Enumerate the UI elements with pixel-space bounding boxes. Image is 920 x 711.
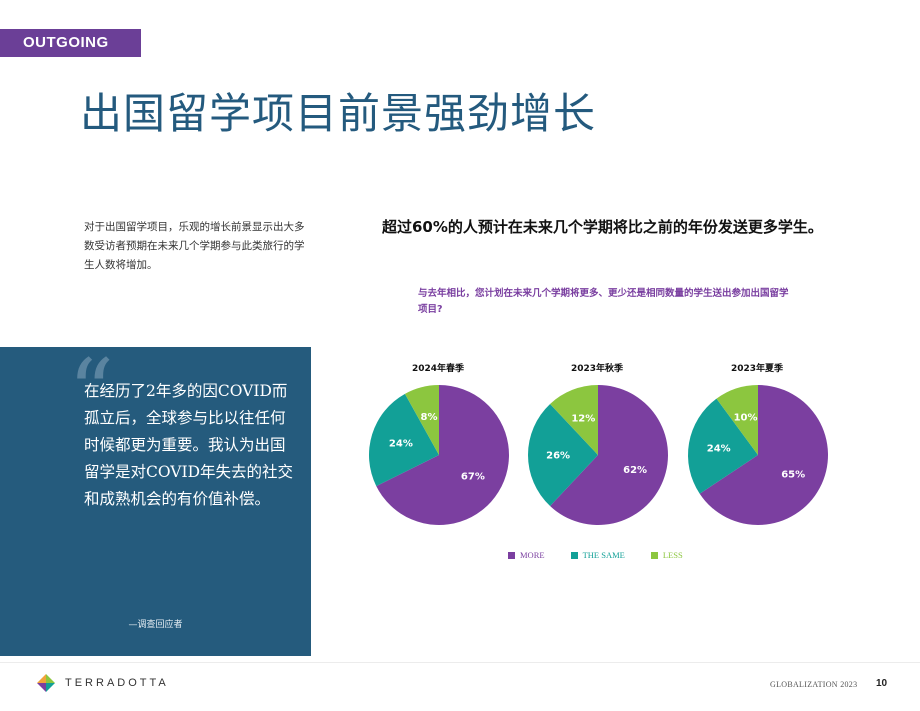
pie-slice-less xyxy=(716,385,758,455)
pie-chart-spring-2024: 67% 24% 8% xyxy=(369,385,510,525)
intro-paragraph: 对于出国留学项目，乐观的增长前景显示出大多数受访者预期在未来几个学期参与此类旅行… xyxy=(84,221,305,271)
legend-swatch-less xyxy=(650,551,658,559)
chart-legend: MORE THE SAME LESS xyxy=(508,550,683,560)
pie-data-label: 67% xyxy=(461,472,485,483)
chart-headline: 超过60%的人预计在未来几个学期将比之前的年份发送更多学生。 xyxy=(382,218,823,236)
legend-swatch-more xyxy=(508,551,515,559)
pie-data-label: 62% xyxy=(623,465,647,476)
legend-item-less: LESS xyxy=(650,550,683,560)
pie-data-label: 26% xyxy=(546,451,570,462)
logo-text: TERRADOTTA xyxy=(65,677,169,689)
page-title: 出国留学项目前景强劲增长 xyxy=(80,89,597,138)
footer-label: GLOBALIZATION 2023 xyxy=(770,680,858,689)
legend-item-more: MORE xyxy=(508,550,545,560)
pie-chart-fall-2023: 62% 26% 12% xyxy=(527,385,668,525)
pie-slice-the-same xyxy=(688,398,758,494)
pie-slice-more xyxy=(376,385,510,525)
legend-label-more: MORE xyxy=(520,550,545,560)
pie-slice-the-same xyxy=(527,403,598,507)
pie-title-summer-2023: 2023年夏季 xyxy=(730,364,784,374)
pie-slice-less xyxy=(550,385,598,455)
footer-divider xyxy=(0,662,920,663)
pie-title-fall-2023: 2023年秋季 xyxy=(570,364,624,374)
pie-data-label: 8% xyxy=(420,412,437,423)
pie-data-label: 24% xyxy=(707,444,731,455)
pie-title-spring-2024: 2024年春季 xyxy=(411,364,465,374)
page-number: 10 xyxy=(876,678,888,689)
terradotta-logo: TERRADOTTA xyxy=(36,673,169,693)
pie-data-label: 24% xyxy=(389,439,413,450)
legend-item-same: THE SAME xyxy=(570,550,625,560)
pie-chart-summer-2023: 65% 24% 10% xyxy=(688,385,829,525)
pie-slice-more xyxy=(699,385,829,525)
legend-swatch-same xyxy=(570,551,578,559)
legend-label-same: THE SAME xyxy=(582,550,625,560)
quote-attribution: —调查回应者 xyxy=(128,620,183,630)
survey-question: 与去年相比，您计划在未来几个学期将更多、更少还是相同数量的学生送出参加出国留学项… xyxy=(418,288,789,315)
quote-panel xyxy=(0,347,311,656)
pie-slice-less xyxy=(404,385,439,455)
terradotta-logo-icon xyxy=(37,674,55,692)
quote-text: 在经历了2年多的因COVID而孤立后，全球参与比以往任何时候都更为重要。我认为出… xyxy=(84,382,294,508)
legend-label-less: LESS xyxy=(662,550,683,560)
section-tag: OUTGOING xyxy=(0,29,141,57)
pie-data-label: 10% xyxy=(734,413,758,424)
pie-data-label: 12% xyxy=(571,413,595,424)
quote-mark-icon: “ xyxy=(68,340,115,445)
pie-slice-more xyxy=(550,385,668,525)
pie-data-label: 65% xyxy=(781,469,805,480)
pie-slice-the-same xyxy=(369,393,439,487)
